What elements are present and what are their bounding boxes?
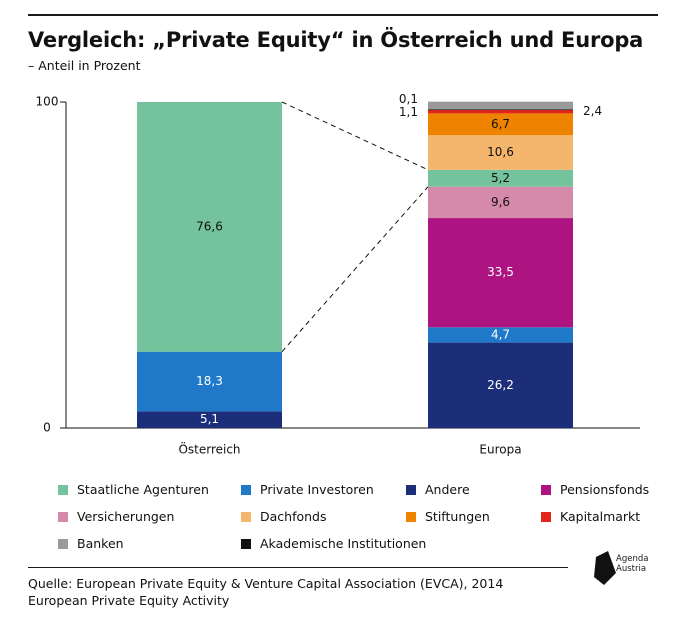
logo-text-agenda: Agenda <box>616 554 649 564</box>
data-label: 26,2 <box>487 378 514 392</box>
legend-swatch <box>58 484 68 495</box>
data-label: 9,6 <box>491 195 510 209</box>
x-category-label: Europa <box>479 443 521 457</box>
chart-subtitle: – Anteil in Prozent <box>28 58 141 73</box>
legend-label: Private Investoren <box>260 482 374 497</box>
legend-swatch <box>241 511 251 522</box>
bar-segment-versicherungen <box>428 186 573 219</box>
bar-segment-akademische-institutionen <box>428 109 573 111</box>
legend-swatch <box>58 538 68 549</box>
y-tick-label: 100 <box>36 95 59 109</box>
data-label: 76,6 <box>196 219 223 233</box>
legend-item: Pensionsfonds <box>541 482 649 497</box>
footer-rule <box>28 567 568 568</box>
legend-item: Kapitalmarkt <box>541 509 640 524</box>
legend-swatch <box>406 511 416 522</box>
data-label: 4,7 <box>491 327 510 341</box>
legend-swatch <box>58 511 68 522</box>
logo-mark-icon <box>594 551 616 585</box>
top-rule <box>28 14 658 16</box>
data-label: 10,6 <box>487 145 514 159</box>
legend-label: Dachfonds <box>260 509 327 524</box>
bar-segment-pensionsfonds <box>428 218 573 328</box>
agenda-austria-logo: Agenda Austria <box>594 551 654 591</box>
legend-label: Kapitalmarkt <box>560 509 641 524</box>
data-label: 0,1 <box>399 92 418 106</box>
legend-swatch <box>541 484 551 495</box>
data-label: 6,7 <box>491 117 510 131</box>
bar-segment-staatliche-agenturen <box>428 169 573 187</box>
bar-segment-kapitalmarkt <box>428 109 573 114</box>
legend-label: Banken <box>77 536 124 551</box>
legend-item: Private Investoren <box>241 482 374 497</box>
legend-item: Staatliche Agenturen <box>58 482 209 497</box>
bar-segment-dachfonds <box>428 135 573 170</box>
legend-item: Stiftungen <box>406 509 490 524</box>
legend-label: Versicherungen <box>77 509 175 524</box>
chart-title: Vergleich: „Private Equity“ in Österreic… <box>28 28 644 52</box>
legend-swatch <box>241 538 251 549</box>
stacked-bar-chart: 0 100 5,1 18,3 76,6 Österreich 26,2 4,7 33,5 9,6 5… <box>36 92 640 457</box>
legend-item: Versicherungen <box>58 509 174 524</box>
x-category-label: Österreich <box>178 441 240 457</box>
legend-item: Banken <box>58 536 124 551</box>
bar-segment-staatliche-agenturen <box>137 102 282 352</box>
legend-item: Andere <box>406 482 470 497</box>
legend-label: Pensionsfonds <box>560 482 650 497</box>
data-label: 18,3 <box>196 374 223 388</box>
legend-item: Dachfonds <box>241 509 327 524</box>
data-label: 1,1 <box>399 105 418 119</box>
data-label: 5,2 <box>491 171 510 185</box>
legend-label: Staatliche Agenturen <box>77 482 209 497</box>
bar-segment-banken <box>428 101 573 110</box>
legend-swatch <box>241 484 251 495</box>
legend-swatch <box>406 484 416 495</box>
source-note: Quelle: European Private Equity & Ventur… <box>28 575 503 609</box>
data-label: 5,1 <box>200 412 219 426</box>
logo-text-austria: Austria <box>616 564 647 574</box>
data-label: 2,4 <box>583 104 602 118</box>
y-tick-label: 0 <box>43 421 51 435</box>
bar-segment-andere <box>428 342 573 428</box>
legend-label: Stiftungen <box>425 509 490 524</box>
bar-segment-andere <box>137 411 282 428</box>
connector-line-bottom <box>281 186 429 353</box>
legend-swatch <box>541 511 551 522</box>
source-line-2: European Private Equity Activity <box>28 593 230 608</box>
legend-item: Akademische Institutionen <box>241 536 426 551</box>
data-label: 33,5 <box>487 265 514 279</box>
source-line-1: Quelle: European Private Equity & Ventur… <box>28 576 504 591</box>
legend-label: Andere <box>425 482 470 497</box>
bar-segment-private-investoren <box>428 327 573 343</box>
bar-segment-private-investoren <box>137 351 282 412</box>
bar-segment-stiftungen <box>428 113 573 136</box>
legend-label: Akademische Institutionen <box>260 536 427 551</box>
